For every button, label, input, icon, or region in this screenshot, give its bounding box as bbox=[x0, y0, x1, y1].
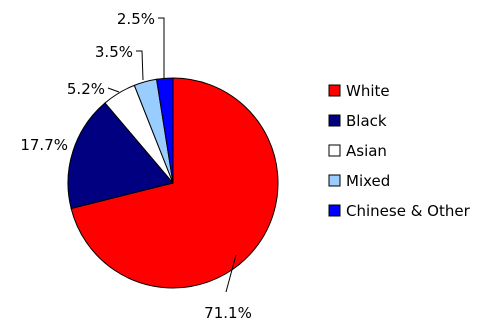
pie-slice-chinese-and-other bbox=[155, 77, 174, 184]
legend-label-white: White bbox=[346, 82, 390, 100]
legend-swatch-chinese-and-other bbox=[328, 204, 341, 217]
legend-swatch-white bbox=[328, 84, 341, 97]
leader-lines bbox=[107, 17, 237, 293]
data-label-mixed: 3.5% bbox=[95, 43, 133, 61]
legend: White Black Asian Mixed Chinese & Other bbox=[328, 82, 471, 220]
legend-swatch-asian bbox=[328, 144, 341, 157]
legend-swatch-black bbox=[328, 114, 341, 127]
leader-line-chinese-and-other bbox=[158, 17, 165, 78]
pie-slice-black bbox=[67, 102, 174, 210]
data-label-chinese-and-other: 2.5% bbox=[117, 10, 155, 28]
data-label-asian: 5.2% bbox=[67, 80, 105, 98]
data-label-white: 71.1% bbox=[204, 304, 252, 322]
legend-label-chinese-and-other: Chinese & Other bbox=[346, 202, 471, 220]
legend-label-asian: Asian bbox=[346, 142, 387, 160]
data-label-black: 17.7% bbox=[20, 136, 68, 154]
legend-swatch-mixed bbox=[328, 174, 341, 187]
leader-line-mixed bbox=[136, 50, 144, 81]
legend-label-black: Black bbox=[346, 112, 387, 130]
leader-line-asian bbox=[107, 87, 120, 93]
legend-label-mixed: Mixed bbox=[346, 172, 390, 190]
pie-slice-white bbox=[70, 77, 279, 289]
data-labels: 71.1% 17.7% 5.2% 3.5% 2.5% bbox=[20, 10, 251, 322]
pie-slices bbox=[67, 77, 279, 289]
leader-line-white bbox=[225, 254, 237, 293]
